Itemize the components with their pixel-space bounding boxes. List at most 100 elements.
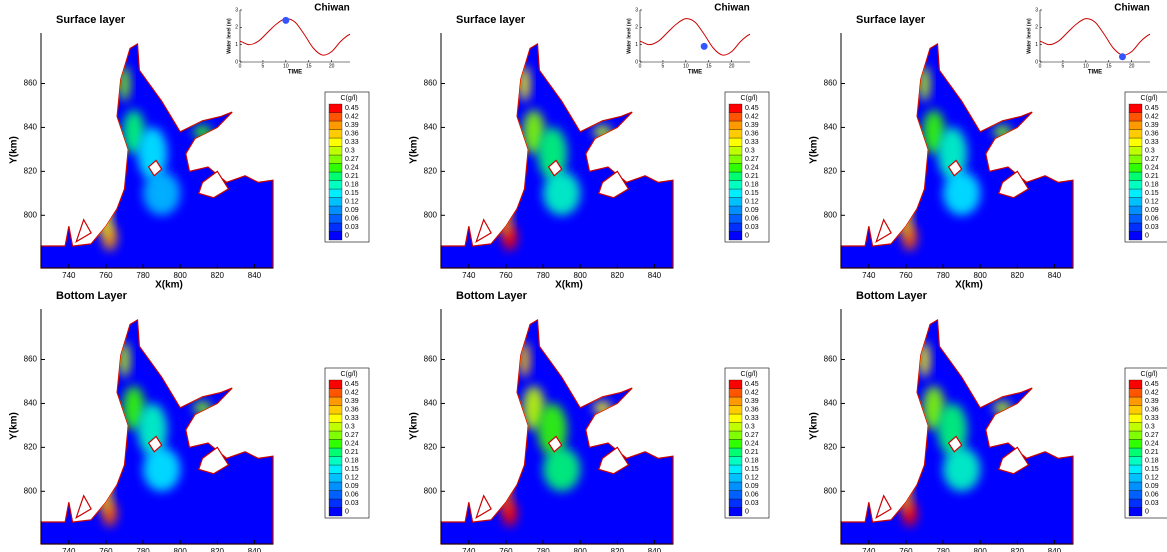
legend-label: 0.06 [745,216,759,223]
legend-swatch [728,171,743,181]
island [547,435,563,453]
y-tick-label: 860 [24,355,38,364]
legend-swatch [328,205,343,215]
concentration-blob [143,171,181,216]
legend-label: 0.06 [345,216,359,223]
legend-swatch [728,163,743,173]
x-tick-label: 780 [936,271,950,280]
panel: 740 760 780 800 820 840 800 820 840 860 Bottom Lay… [9,290,370,552]
inset-title: Chiwan [1114,3,1150,14]
legend-swatch [1128,171,1143,181]
island [947,435,963,453]
inset-y-label: Water level (m) [626,18,632,54]
y-tick-label: 800 [24,486,38,495]
legend-label: 0.3 [345,148,355,155]
x-tick-label: 760 [499,547,513,552]
concentration-blob [543,171,581,216]
legend-swatch [728,103,743,113]
legend-swatch [728,231,743,241]
legend-swatch [1128,103,1143,113]
legend-label: 0.15 [1145,466,1159,473]
y-tick-label: 0 [1035,59,1038,65]
concentration-blob [943,447,981,492]
legend-swatch [328,430,343,440]
x-axis-label: X(km) [155,280,183,291]
legend-swatch [728,439,743,449]
y-tick-label: 820 [424,166,438,175]
legend-label: 0.42 [1145,390,1159,397]
legend-swatch [1128,180,1143,190]
legend-label: 0.45 [1145,381,1159,388]
y-tick-label: 800 [424,210,438,219]
legend-label: 0.42 [745,390,759,397]
legend-swatch [328,481,343,491]
y-axis-label: Y(km) [809,136,820,164]
legend-swatch [328,129,343,139]
legend-label: 0.39 [345,398,359,405]
time-marker [1119,53,1126,61]
y-tick-label: 820 [24,166,38,175]
legend-swatch [728,413,743,423]
legend-swatch [328,154,343,164]
legend-label: 0.09 [1145,207,1159,214]
water-level-line [239,18,351,56]
x-tick-label: 740 [462,271,476,280]
y-tick-label: 840 [24,123,38,132]
island [147,435,163,453]
legend-swatch [328,222,343,232]
legend-label: 0.15 [1145,190,1159,197]
legend-label: 0 [345,233,349,240]
island [597,170,630,199]
legend-swatch [328,137,343,147]
legend-title: C(g/l) [740,95,757,102]
x-tick-label: 10 [683,63,689,69]
legend-swatch [328,456,343,466]
y-tick-label: 840 [24,399,38,408]
legend-label: 0.15 [745,190,759,197]
legend-label: 0 [745,509,749,516]
legend-swatch [728,430,743,440]
legend-label: 0.21 [345,449,359,456]
x-tick-label: 840 [1048,547,1062,552]
panel: 740 760 780 800 820 840 800 820 840 860 Bottom Lay… [809,290,1167,552]
y-tick-label: 820 [824,166,838,175]
concentration-blob [518,65,531,102]
legend-swatch [1128,396,1143,406]
inset-x-label: TIME [1088,70,1102,76]
legend-swatch [728,222,743,232]
legend-title: C(g/l) [1140,371,1157,378]
x-tick-label: 820 [611,271,625,280]
panel-title: Surface layer [456,14,526,26]
legend-swatch [328,447,343,457]
legend-label: 0.3 [1145,424,1155,431]
legend-swatch [728,447,743,457]
legend-swatch [328,405,343,415]
legend-label: 0.33 [345,415,359,422]
legend-swatch [1128,205,1143,215]
y-tick-label: 840 [424,123,438,132]
panel-title: Surface layer [856,14,926,26]
legend-title: C(g/l) [340,371,357,378]
legend-swatch [728,379,743,389]
x-tick-label: 820 [1011,547,1025,552]
legend-label: 0.45 [745,381,759,388]
y-tick-label: 2 [635,25,638,31]
x-tick-label: 0 [239,63,242,69]
legend-label: 0.33 [345,139,359,146]
y-tick-label: 1 [235,42,238,48]
concentration-blob [943,171,981,216]
panel-title: Surface layer [56,14,126,26]
legend-label: 0 [1145,233,1149,240]
legend-label: 0.39 [1145,398,1159,405]
water-level-line [1039,18,1151,56]
legend-label: 0.15 [745,466,759,473]
legend-label: 0.3 [345,424,355,431]
legend-label: 0 [1145,509,1149,516]
legend-label: 0.39 [745,122,759,129]
legend-label: 0.42 [345,114,359,121]
time-marker [282,16,290,24]
legend-label: 0.09 [345,207,359,214]
legend-swatch [1128,214,1143,224]
legend-swatch [1128,430,1143,440]
legend-swatch [728,214,743,224]
